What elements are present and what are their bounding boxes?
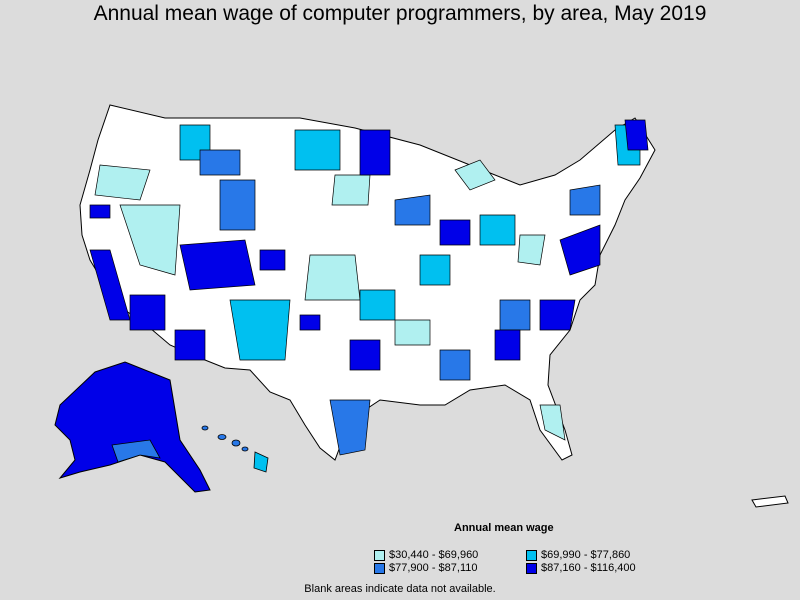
map-title: Annual mean wage of computer programmers… xyxy=(93,2,707,25)
regions-lowest-range xyxy=(94,159,566,441)
legend-swatch-lowest xyxy=(374,549,385,561)
legend-item-lowest: $30,440 - $69,960 xyxy=(374,549,478,561)
regions-second-range xyxy=(179,124,641,361)
legend-label-highest: $87,160 - $116,400 xyxy=(541,562,636,574)
legend-swatch-third xyxy=(374,562,385,574)
legend-item-highest: $87,160 - $116,400 xyxy=(526,562,636,574)
alaska-outline xyxy=(54,361,211,493)
legend-swatch-highest xyxy=(526,562,537,574)
hawaii-islands xyxy=(201,425,269,473)
legend-label-lowest: $30,440 - $69,960 xyxy=(389,549,479,561)
legend-label-second: $69,990 - $77,860 xyxy=(541,549,631,561)
regions-third-range xyxy=(199,149,601,456)
puerto-rico-outline xyxy=(751,495,789,508)
regions-highest-range xyxy=(89,119,649,371)
legend-swatch-second xyxy=(526,549,537,561)
alaska-region-south xyxy=(111,439,161,463)
blank-areas-note: Blank areas indicate data not available. xyxy=(304,583,496,595)
legend-label-third: $77,900 - $87,110 xyxy=(389,562,478,574)
legend-item-second: $69,990 - $77,860 xyxy=(526,549,630,561)
legend-title: Annual mean wage xyxy=(454,522,554,534)
legend-item-third: $77,900 - $87,110 xyxy=(374,562,477,574)
